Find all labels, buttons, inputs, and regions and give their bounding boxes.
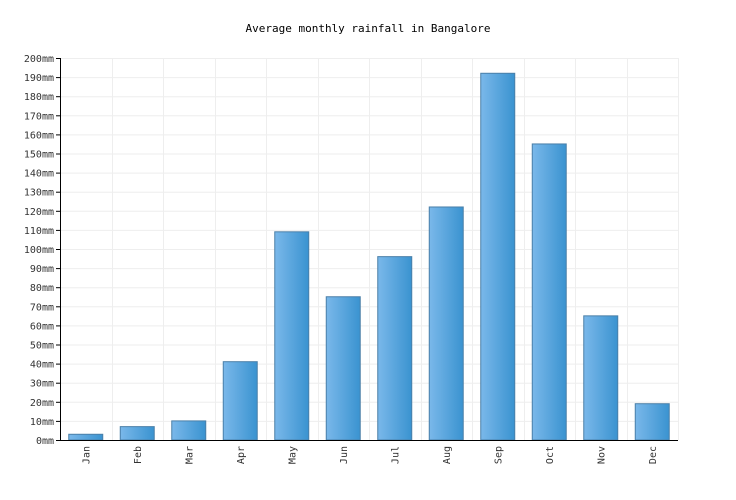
bar-mar: [171, 420, 207, 441]
y-tick-label: 150mm: [24, 150, 54, 161]
x-tick-label: Jul: [390, 446, 401, 464]
y-tick-label: 190mm: [24, 73, 54, 84]
bar-dec: [634, 403, 670, 441]
x-tick-label: Feb: [133, 446, 144, 464]
x-tick-label: Sep: [493, 446, 504, 464]
y-tick-label: 160mm: [24, 130, 54, 141]
y-tick-label: 110mm: [24, 226, 54, 237]
bar-sep: [480, 72, 516, 441]
bar-feb: [119, 426, 155, 441]
y-tick-label: 170mm: [24, 111, 54, 122]
y-tick-label: 140mm: [24, 169, 54, 180]
bar-oct: [531, 143, 567, 441]
x-tick-label: Oct: [545, 446, 556, 464]
x-tick-label: Aug: [442, 446, 453, 464]
x-tick-label: Dec: [648, 446, 659, 464]
y-tick-label: 20mm: [30, 398, 54, 409]
x-tick-label: Jun: [339, 446, 350, 464]
y-tick-label: 90mm: [30, 264, 54, 275]
y-tick-label: 50mm: [30, 341, 54, 352]
x-tick-label: Mar: [184, 446, 195, 464]
y-tick-label: 180mm: [24, 92, 54, 103]
x-tick-label: Jan: [81, 446, 92, 464]
bar-jul: [377, 256, 413, 441]
y-tick-label: 80mm: [30, 283, 54, 294]
y-tick-label: 200mm: [24, 54, 54, 65]
y-tick-label: 120mm: [24, 207, 54, 218]
y-tick-label: 100mm: [24, 245, 54, 256]
bar-may: [274, 231, 310, 441]
x-tick-label: Nov: [596, 446, 607, 464]
axes: [56, 58, 678, 441]
bar-apr: [222, 361, 258, 441]
bars: [68, 72, 670, 441]
bar-jun: [325, 296, 361, 441]
y-tick-label: 60mm: [30, 321, 54, 332]
bar-jan: [68, 433, 104, 441]
y-tick-label: 30mm: [30, 379, 54, 390]
bar-aug: [428, 206, 464, 441]
y-tick-label: 130mm: [24, 188, 54, 199]
chart-title: Average monthly rainfall in Bangalore: [245, 22, 491, 35]
y-tick-label: 0mm: [36, 436, 54, 447]
grid: [60, 58, 679, 440]
y-tick-label: 70mm: [30, 302, 54, 313]
tick-labels: 0mm 10mm 20mm 30mm 40mm 50mm 60mm 70mm 80mm 90mm 1…: [24, 54, 659, 464]
bar-nov: [583, 315, 619, 441]
y-tick-label: 40mm: [30, 360, 54, 371]
x-tick-label: May: [287, 446, 298, 464]
x-tick-label: Apr: [236, 446, 247, 464]
y-tick-label: 10mm: [30, 417, 54, 428]
